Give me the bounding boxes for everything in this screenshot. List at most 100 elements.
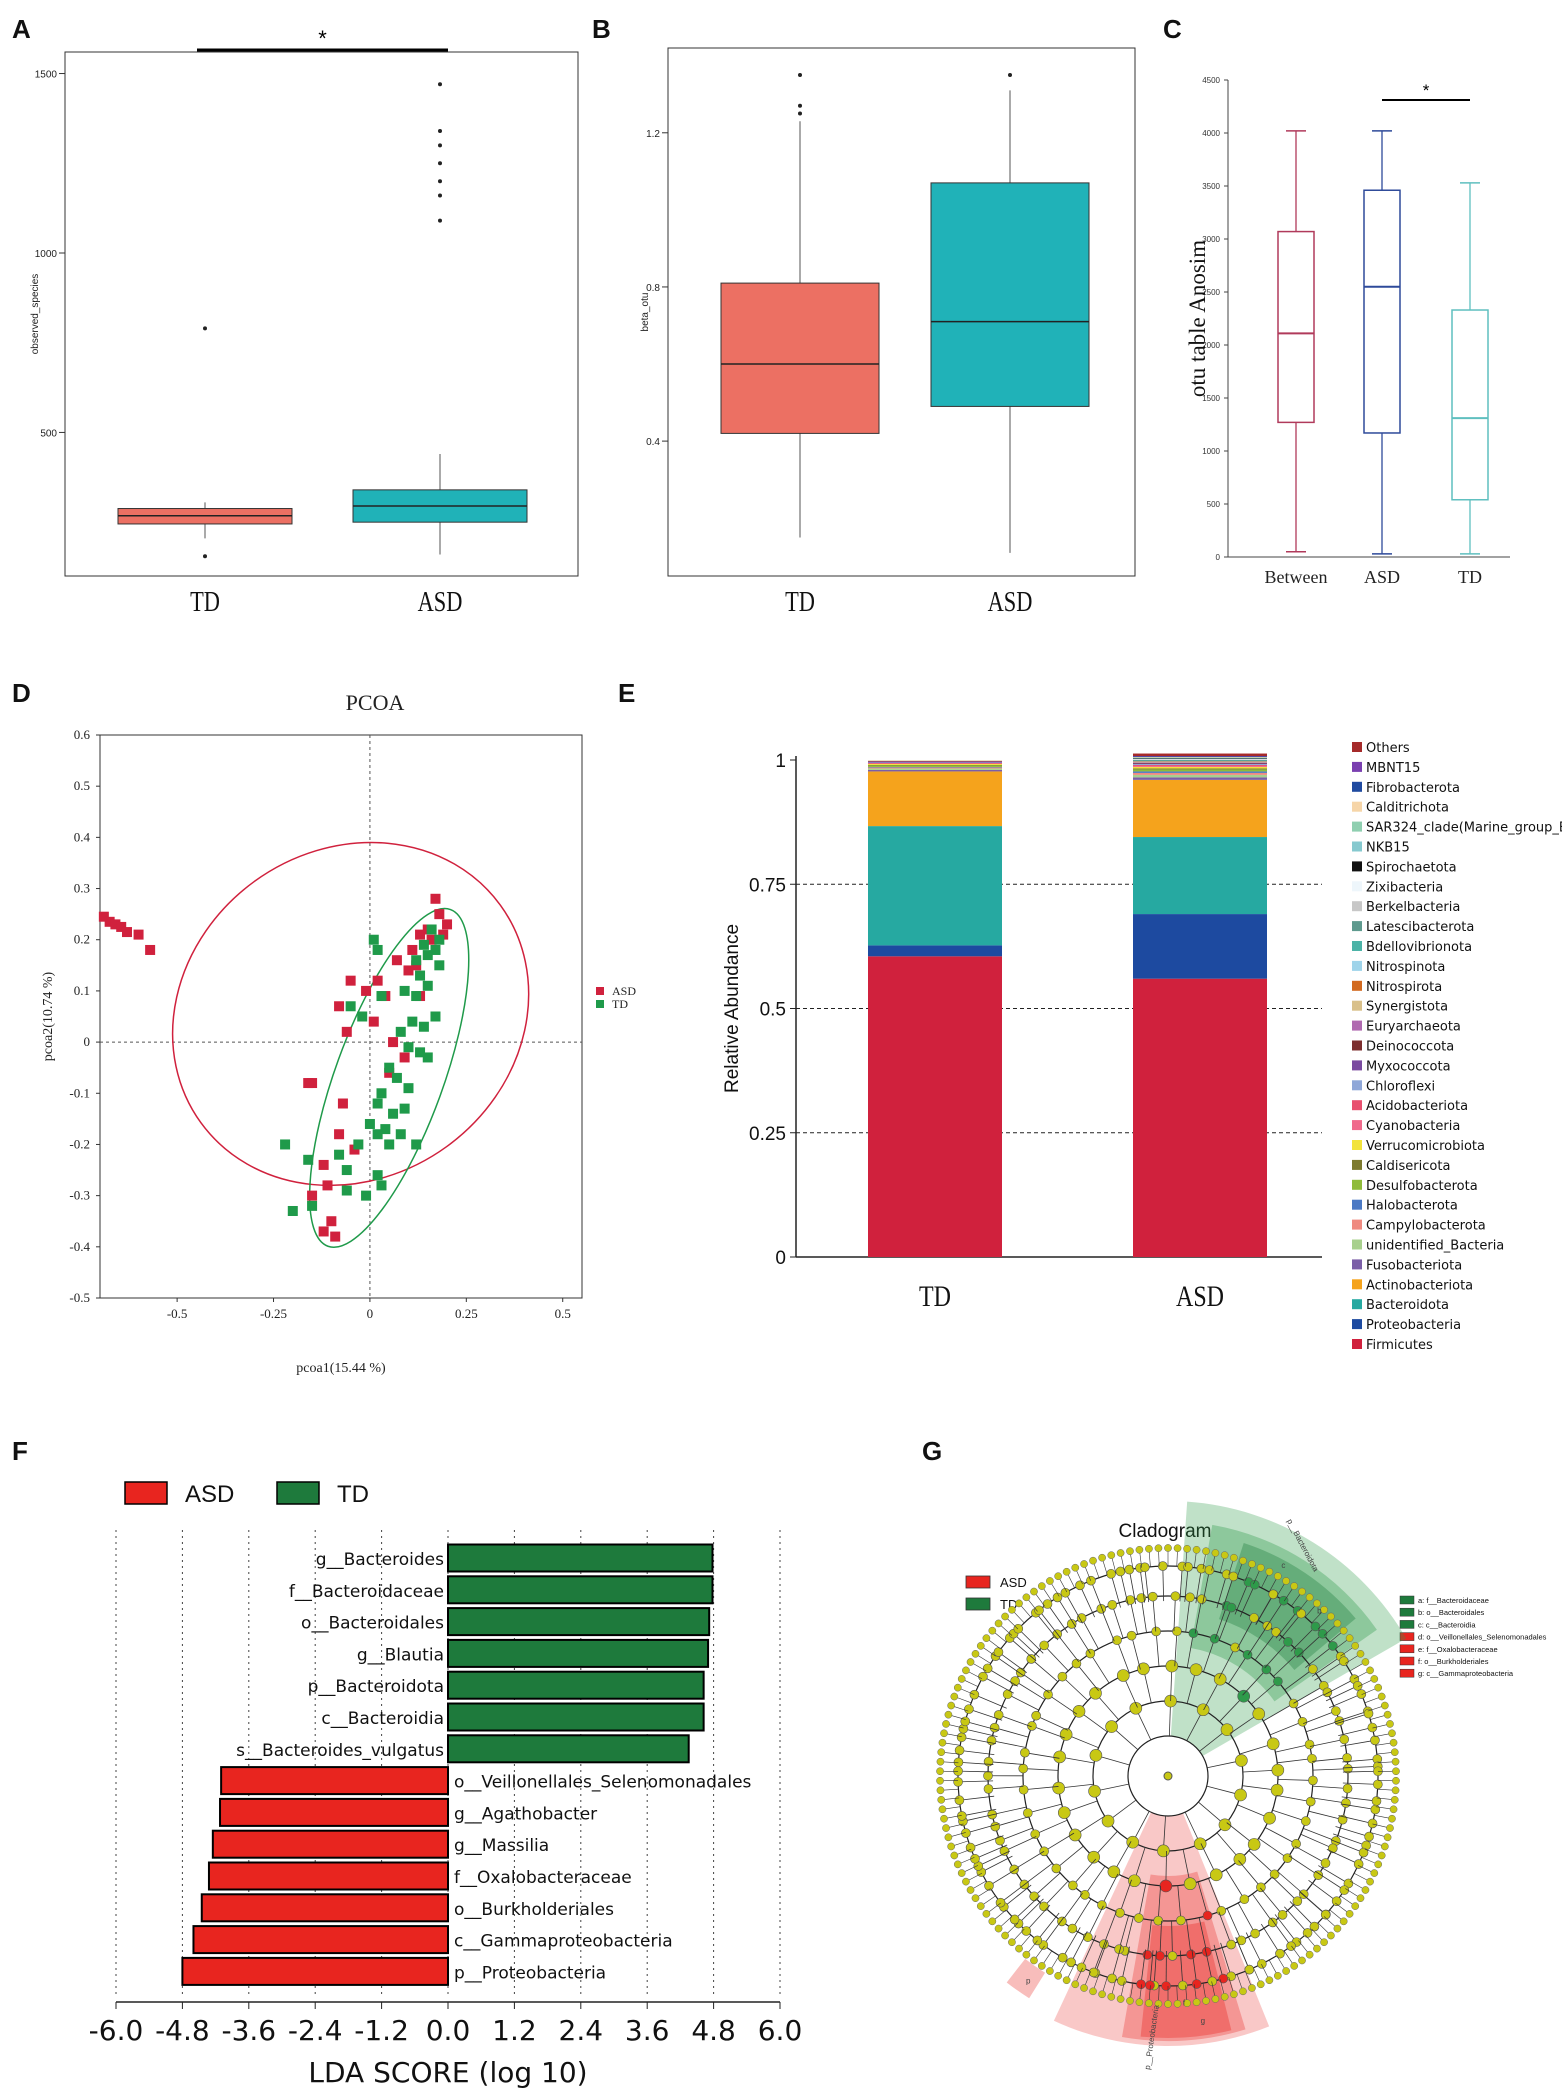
tree-node	[1320, 1858, 1331, 1868]
leaf-node	[1239, 1987, 1247, 1996]
panel-label-a: A	[12, 14, 31, 44]
tree-node	[1220, 1723, 1234, 1737]
tree-node	[1172, 1626, 1182, 1637]
leaf-node	[1230, 1553, 1238, 1562]
bar-label: g__Agathobacter	[454, 1804, 597, 1824]
legend-swatch	[1352, 881, 1362, 892]
root-node	[1163, 1771, 1173, 1781]
tree-node	[1042, 1599, 1053, 1609]
bar-label: g__Massilia	[454, 1836, 549, 1856]
leaf-node	[1080, 1560, 1088, 1568]
y-tick-label: 4500	[1202, 76, 1220, 85]
tree-node	[1034, 1605, 1044, 1616]
leaf-node	[1098, 1553, 1106, 1562]
tree-branch	[1056, 1633, 1080, 1662]
tree-branch	[1061, 1892, 1083, 1922]
tree-branch	[1111, 1604, 1124, 1639]
leaf-node	[1265, 1976, 1274, 1985]
key-label: c: c__Bacteroidia	[1418, 1620, 1476, 1629]
tree-node	[954, 1795, 965, 1806]
bar-label: g__Blautia	[357, 1645, 444, 1665]
tree-branch	[1272, 1809, 1306, 1822]
bar-label: o__Burkholderiales	[454, 1900, 614, 1920]
y-tick-label: 0.2	[74, 932, 90, 947]
tree-branch	[1254, 1631, 1277, 1661]
tree-node	[1075, 1580, 1085, 1591]
tree-node	[1218, 1973, 1229, 1984]
tree-node	[1032, 1935, 1043, 1946]
tree-node	[1328, 1843, 1338, 1854]
tree-branch	[1118, 1915, 1130, 1950]
tree-branch	[1222, 1576, 1234, 1610]
tree-branch	[961, 1808, 997, 1817]
leaf-node	[1374, 1683, 1383, 1692]
point-asd	[326, 1216, 337, 1227]
lda-bar-td	[447, 1702, 705, 1732]
tree-node	[1271, 1763, 1285, 1777]
tree-branch	[1038, 1610, 1061, 1639]
legend-swatch-td	[596, 1000, 604, 1008]
legend-label: Actinobacteriota	[1366, 1278, 1473, 1293]
leaf-node	[1220, 1992, 1229, 2001]
tree-branch	[1101, 1873, 1119, 1906]
tree-node	[1257, 1959, 1267, 1969]
tree-node	[1137, 1662, 1150, 1676]
legend-swatch	[1352, 921, 1362, 932]
tree-branch	[965, 1720, 1000, 1731]
outlier-point	[1008, 72, 1012, 77]
bar-segment	[1133, 978, 1267, 1257]
bar-label: c__Gammaproteobacteria	[454, 1932, 673, 1952]
tree-branch	[1334, 1710, 1368, 1723]
tree-node	[1068, 1880, 1078, 1891]
tree-branch	[1023, 1768, 1059, 1771]
tree-node	[964, 1704, 974, 1714]
tree-branch	[1194, 1599, 1203, 1634]
tree-node	[1216, 1906, 1227, 1916]
point-asd	[349, 1144, 360, 1155]
tree-node	[999, 1846, 1010, 1856]
y-tick-label: 4000	[1202, 129, 1220, 138]
y-tick-label: 3500	[1202, 182, 1220, 191]
leaf-node	[1001, 1931, 1009, 1940]
tree-branch	[1152, 1596, 1157, 1632]
tree-branch	[1144, 1567, 1150, 1603]
tree-branch	[1081, 1935, 1097, 1968]
tree-branch	[1100, 1608, 1115, 1642]
leaf-node	[1388, 1729, 1396, 1738]
tree-branch	[1260, 1923, 1281, 1954]
leaf-node	[1211, 1549, 1220, 1557]
tree-branch	[1237, 1902, 1256, 1934]
tree-branch	[1179, 1566, 1183, 1602]
tree-branch	[1062, 1927, 1081, 1958]
x-tick-label: TD	[1458, 567, 1482, 587]
tree-node	[1126, 1835, 1140, 1849]
point-td	[372, 1129, 383, 1140]
leaf-node	[953, 1860, 962, 1869]
tree-branch	[1303, 1710, 1337, 1725]
leaf-node	[942, 1720, 950, 1728]
tree-node	[1018, 1763, 1028, 1774]
tree-node	[1247, 1838, 1261, 1851]
tree-node	[1009, 1914, 1020, 1925]
tree-node	[953, 1766, 963, 1776]
leaf-node	[1248, 1560, 1256, 1568]
outlier-point	[438, 82, 442, 87]
tree-branch	[1334, 1713, 1369, 1725]
box-asd	[930, 182, 1090, 407]
lda-bar-asd	[181, 1956, 449, 1986]
leaf-node	[1392, 1776, 1400, 1785]
legend-swatch	[1352, 1179, 1362, 1190]
tree-node	[1273, 1676, 1283, 1687]
leaf-node	[988, 1626, 997, 1635]
leaf-node	[1015, 1944, 1023, 1953]
leaf-node	[1298, 1956, 1306, 1965]
bar-segment	[868, 763, 1002, 765]
point-td	[418, 1021, 429, 1032]
leaf-node	[1386, 1720, 1394, 1728]
tree-branch	[1238, 1860, 1262, 1888]
leaf-node	[1071, 1563, 1080, 1572]
legend-swatch-asd	[965, 1575, 991, 1589]
tree-node	[983, 1770, 993, 1781]
leaf-node	[1154, 1999, 1163, 2008]
tree-node	[1249, 1579, 1260, 1590]
